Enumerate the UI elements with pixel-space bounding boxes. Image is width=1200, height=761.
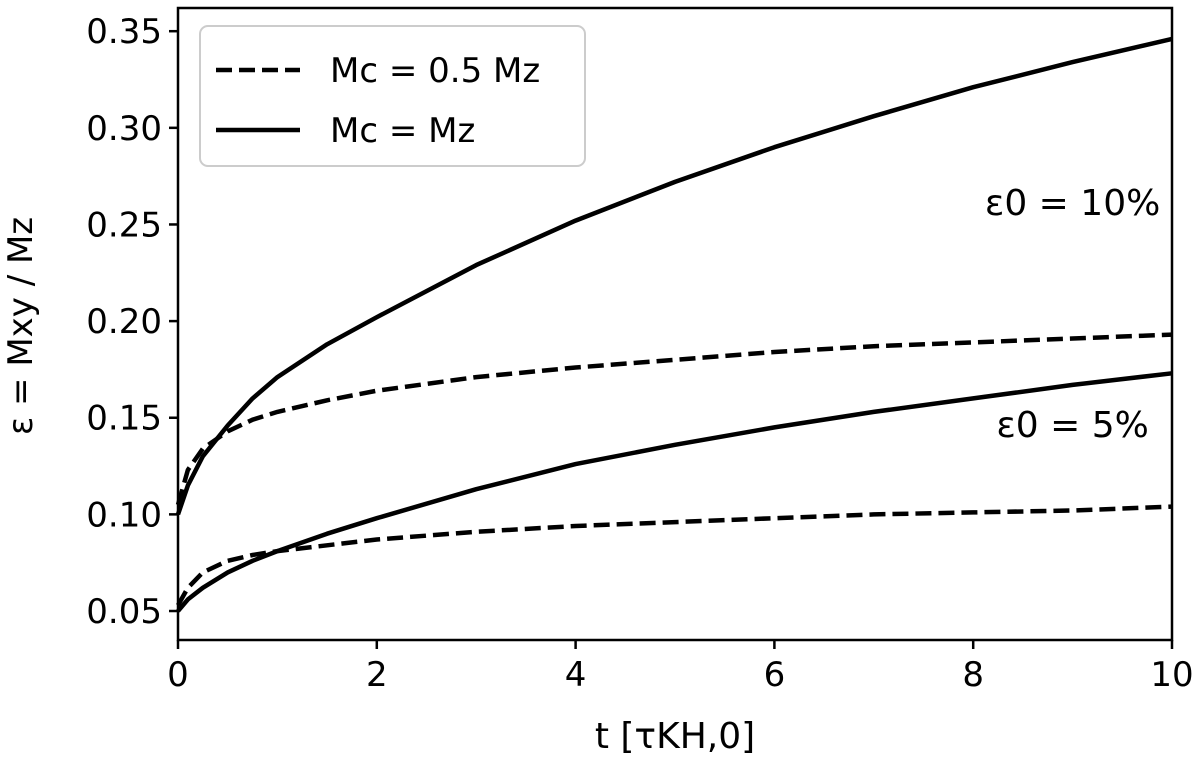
y-tick-label: 0.35 xyxy=(86,12,162,52)
plot-frame xyxy=(176,6,1174,642)
series-line-dashed-3 xyxy=(176,504,1173,607)
y-tick-label: 0.10 xyxy=(86,495,162,535)
legend-label-dashed: Mc = 0.5 Mz xyxy=(330,51,540,91)
x-tick-label: 4 xyxy=(565,655,587,695)
x-tick-label: 10 xyxy=(1150,655,1193,695)
y-axis-label: ε = Mxy / Mz xyxy=(1,217,41,435)
legend: Mc = 0.5 Mz Mc = Mz xyxy=(199,25,586,167)
annotation-eps0-10: ε0 = 10% xyxy=(985,183,1160,224)
x-axis-ticks: 0 2 4 6 8 10 xyxy=(167,640,1194,695)
y-tick-label: 0.05 xyxy=(86,592,162,632)
y-tick-label: 0.30 xyxy=(86,109,162,149)
plot-marks xyxy=(175,36,1173,613)
series-line-dashed-1 xyxy=(175,332,1173,506)
y-axis-ticks: 0.05 0.10 0.15 0.20 0.25 0.30 0.35 xyxy=(86,12,178,632)
x-tick-label: 8 xyxy=(962,655,984,695)
y-tick-label: 0.15 xyxy=(86,399,162,439)
x-tick-label: 0 xyxy=(167,655,189,695)
legend-label-solid: Mc = Mz xyxy=(330,111,475,151)
annotation-eps0-5: ε0 = 5% xyxy=(996,405,1149,446)
x-tick-label: 2 xyxy=(366,655,388,695)
series-line-solid-2 xyxy=(176,371,1173,613)
x-axis-label: t [τKH,0] xyxy=(595,716,755,757)
y-tick-label: 0.25 xyxy=(86,205,162,245)
y-tick-label: 0.20 xyxy=(86,302,162,342)
x-tick-label: 6 xyxy=(764,655,786,695)
